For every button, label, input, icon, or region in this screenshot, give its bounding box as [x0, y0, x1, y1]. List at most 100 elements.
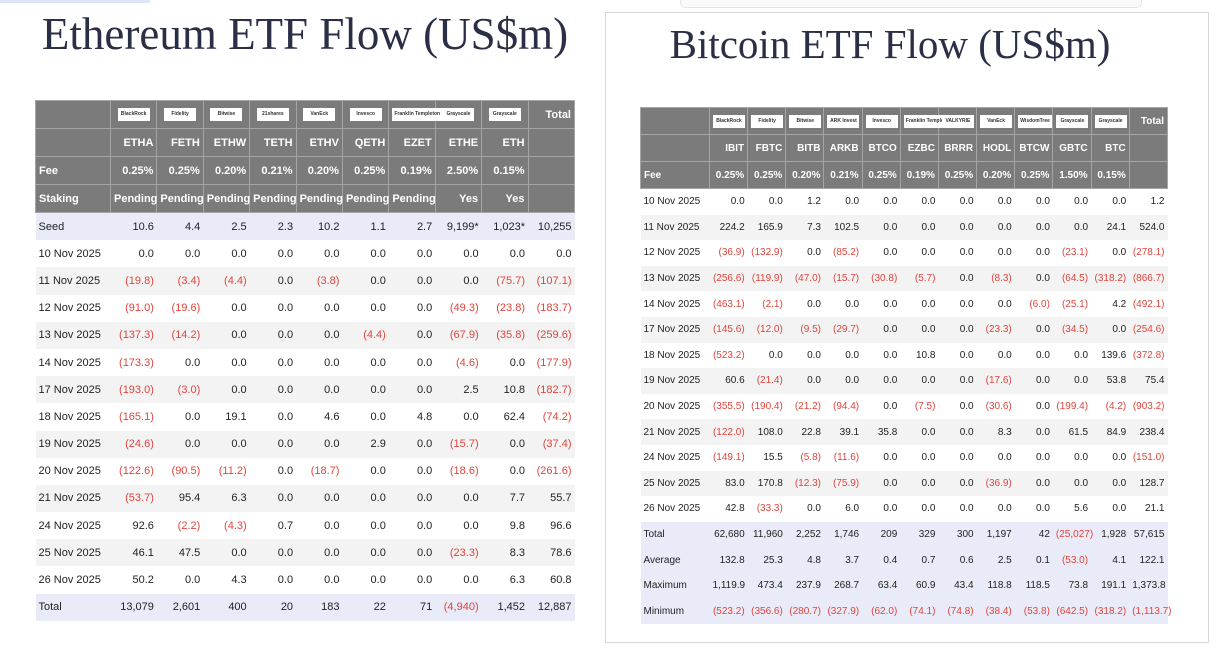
flow-cell: 1,452 [481, 593, 529, 621]
row-total-cell: 21.1 [1129, 496, 1168, 522]
flow-cell: (33.3) [747, 496, 786, 522]
flow-cell: 9.8 [481, 512, 529, 540]
staking-cell: Pending [109, 184, 158, 213]
table-row: 26 Nov 2025 50.2 0.0 4.3 0.0 0.0 0.0 0.0 0.0 6.3 6… [35, 566, 575, 594]
flow-cell: 0.0 [249, 566, 297, 594]
fee-cell: 0.25% [861, 161, 901, 189]
flow-cell: 50.2 [110, 566, 157, 594]
flow-cell: 0.0 [1091, 316, 1130, 343]
table-row: 13 Nov 2025 (256.6) (119.9) (47.0) (15.7) (30… [640, 265, 1168, 292]
btc-panel [605, 12, 1209, 643]
issuer-logo-cell: Invesco [341, 100, 390, 129]
flow-cell: 191.1 [1091, 572, 1130, 599]
flow-cell: 2.7 [388, 212, 436, 241]
fee-cell: 0.20% [976, 161, 1016, 189]
row-label: Minimum [640, 598, 710, 625]
issuer-logo: Grayscale [442, 108, 475, 121]
flow-cell: (49.3) [435, 294, 482, 322]
issuer-logo-cell: 21shares [249, 100, 297, 129]
flow-cell: (3.0) [156, 376, 204, 404]
flow-cell: (25.1) [1052, 291, 1092, 317]
flow-cell: 0.0 [900, 316, 939, 343]
flow-cell: (21.2) [785, 393, 824, 420]
issuer-logo-cell: Fidelity [747, 107, 787, 135]
flow-cell: 0.0 [156, 566, 204, 594]
flow-cell: 0.0 [296, 484, 343, 513]
flow-cell: 0.0 [938, 188, 977, 215]
flow-cell: (5.7) [900, 265, 939, 292]
flow-cell: 0.0 [1052, 444, 1092, 471]
flow-cell: 0.0 [249, 539, 297, 567]
row-total-cell: 128.7 [1129, 470, 1168, 497]
flow-cell: 165.9 [747, 214, 786, 241]
flow-cell: 0.0 [900, 214, 939, 241]
flow-cell: (12.0) [747, 316, 786, 343]
flow-cell: (11.2) [203, 457, 250, 485]
ticker-cell: BRRR [937, 134, 978, 162]
flow-cell: 25.3 [747, 547, 786, 573]
staking-cell: Yes [481, 184, 529, 213]
ticker-cell: ARKB [823, 134, 863, 162]
table-row: 17 Nov 2025 (193.0) (3.0) 0.0 0.0 0.0 0.0 0.0 2.… [35, 376, 575, 404]
flow-cell: 0.0 [388, 294, 436, 322]
flow-cell: 22.8 [785, 419, 824, 445]
flow-cell: 8.3 [976, 419, 1015, 445]
row-label: Total [35, 593, 111, 621]
flow-cell: 2,601 [156, 593, 204, 621]
staking-cell: Yes [434, 184, 483, 213]
flow-cell: (4.6) [435, 348, 482, 377]
issuer-logo-cell: ARK Invest [823, 107, 863, 135]
ticker-cell: EZET [388, 128, 436, 157]
flow-cell: 0.0 [249, 403, 297, 431]
fee-cell: 0.20% [295, 156, 343, 185]
flow-cell: (145.6) [709, 316, 748, 343]
row-total-cell: (37.4) [528, 430, 575, 458]
flow-cell: 0.0 [249, 267, 297, 295]
row-label: Maximum [640, 572, 710, 599]
row-label: 10 Nov 2025 [35, 240, 111, 268]
ticker-cell: GBTC [1052, 134, 1092, 162]
issuer-logo: Invesco [349, 108, 382, 121]
table-row: 11 Nov 2025 224.2 165.9 7.3 102.5 0.0 0.0 0.0 0.… [640, 214, 1168, 241]
flow-cell: 46.1 [110, 539, 157, 567]
flow-cell: 42 [1014, 521, 1053, 548]
flow-cell: 0.0 [203, 240, 250, 268]
flow-cell: 71 [388, 593, 436, 621]
flow-cell: 0.0 [938, 214, 977, 241]
ticker-cell: FBTC [747, 134, 787, 162]
flow-cell: 0.0 [1052, 368, 1092, 394]
flow-cell: 0.0 [785, 368, 824, 394]
row-total-cell: (903.2) [1129, 393, 1168, 420]
row-label: 20 Nov 2025 [35, 457, 111, 485]
flow-cell: 0.0 [1014, 214, 1053, 241]
ticker-row: ETHA FETH ETHW TETH ETHV QETH EZET ETHE ETH [35, 128, 576, 157]
flow-cell: 0.0 [435, 240, 482, 268]
flow-cell: 2.9 [342, 430, 389, 458]
fee-cell: 0.15% [481, 156, 529, 185]
flow-cell: (190.4) [747, 393, 786, 420]
row-total-cell: (261.6) [528, 457, 575, 485]
row-total-cell: (492.1) [1129, 291, 1168, 317]
table-row: 14 Nov 2025 (463.1) (2.1) 0.0 0.0 0.0 0.0 0.0 0.… [640, 291, 1168, 317]
row-total-cell: 10,255 [528, 212, 575, 241]
flow-cell: 8.3 [481, 539, 529, 567]
row-total-cell: 1,373.8 [1129, 572, 1168, 599]
flow-cell: 170.8 [747, 470, 786, 497]
row-label: Total [640, 521, 710, 548]
issuer-logo: Fidelity [751, 114, 784, 128]
flow-cell: 0.0 [203, 430, 250, 458]
flow-cell: 0.0 [862, 368, 901, 394]
flow-cell: 0.0 [249, 348, 297, 377]
fee-cell: 0.19% [388, 156, 436, 185]
row-label: 21 Nov 2025 [35, 484, 111, 513]
flow-cell: 4.6 [296, 403, 343, 431]
flow-cell: (2.2) [156, 512, 204, 540]
flow-cell: 0.0 [156, 430, 204, 458]
flow-cell: (85.2) [823, 240, 863, 266]
ticker-cell: QETH [341, 128, 390, 157]
issuer-logo-cell: Fidelity [156, 100, 204, 129]
flow-cell: 0.0 [388, 267, 436, 295]
flow-cell: (5.8) [785, 444, 824, 471]
flow-cell: 0.0 [481, 240, 529, 268]
flow-cell: 237.9 [785, 572, 824, 599]
